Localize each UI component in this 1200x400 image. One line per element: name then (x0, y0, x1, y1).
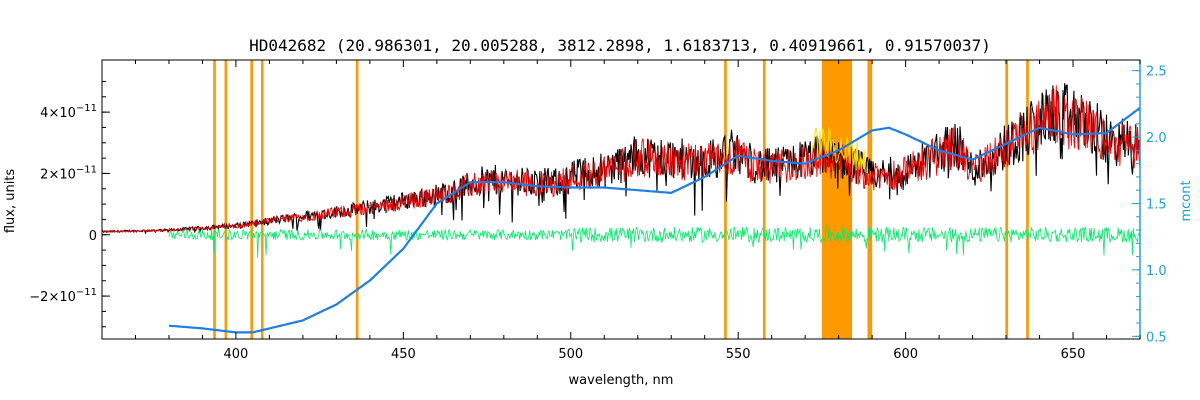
mask-band (762, 60, 766, 339)
mcont-curve (168, 106, 1141, 334)
y-tick-left-label: 2×10−11 (40, 164, 97, 182)
highlight-flux-line (811, 126, 866, 173)
x-axis-ticks: 400 450 500 550 600 650 (101, 60, 1141, 362)
y-tick-right-label: 1.5 (1146, 197, 1167, 212)
mask-band (213, 60, 216, 339)
mask-band (355, 60, 359, 339)
x-tick-label: 600 (893, 347, 918, 362)
mask-band (250, 60, 254, 339)
y-tick-right-label: 2.5 (1146, 65, 1167, 80)
y-axis-left-label: flux, units (3, 169, 18, 234)
mask-band (224, 60, 228, 339)
x-tick-label: 650 (1061, 347, 1086, 362)
y-tick-left-label: 4×10−11 (40, 103, 97, 121)
residual-line (168, 225, 1141, 258)
observed-spectrum (101, 83, 1141, 235)
mcont-line (168, 106, 1141, 334)
mask-band (1005, 60, 1009, 339)
x-tick-label: 450 (391, 347, 416, 362)
mask-band (1026, 60, 1029, 339)
plot-frame (101, 59, 1141, 340)
y-axis-right-label: mcont (1179, 180, 1194, 221)
mask-band (724, 60, 727, 339)
model-flux-line (101, 85, 1141, 233)
mask-band (867, 60, 873, 339)
observed-flux-line (101, 83, 1141, 235)
mask-bands (213, 60, 1029, 339)
chart-title: HD042682 (20.986301, 20.005288, 3812.289… (249, 36, 991, 55)
y-tick-right-label: 0.5 (1146, 330, 1167, 345)
y-axis-left-ticks: −2×10−11 0 2×10−11 4×10−11 (29, 80, 110, 328)
x-tick-label: 550 (726, 347, 751, 362)
y-tick-right-label: 2.0 (1146, 131, 1167, 146)
y-tick-left-label: 0 (89, 229, 97, 244)
x-axis-label: wavelength, nm (569, 373, 674, 388)
residuals (168, 225, 1141, 258)
mask-band (261, 60, 264, 339)
y-tick-left-label: −2×10−11 (29, 287, 97, 305)
y-axis-right-ticks: 0.5 1.0 1.5 2.0 2.5 (1132, 65, 1167, 345)
model-spectrum (101, 85, 1141, 233)
y-tick-right-label: 1.0 (1146, 264, 1167, 279)
x-tick-label: 500 (558, 347, 583, 362)
mask-band (821, 60, 853, 339)
x-tick-label: 400 (224, 347, 249, 362)
